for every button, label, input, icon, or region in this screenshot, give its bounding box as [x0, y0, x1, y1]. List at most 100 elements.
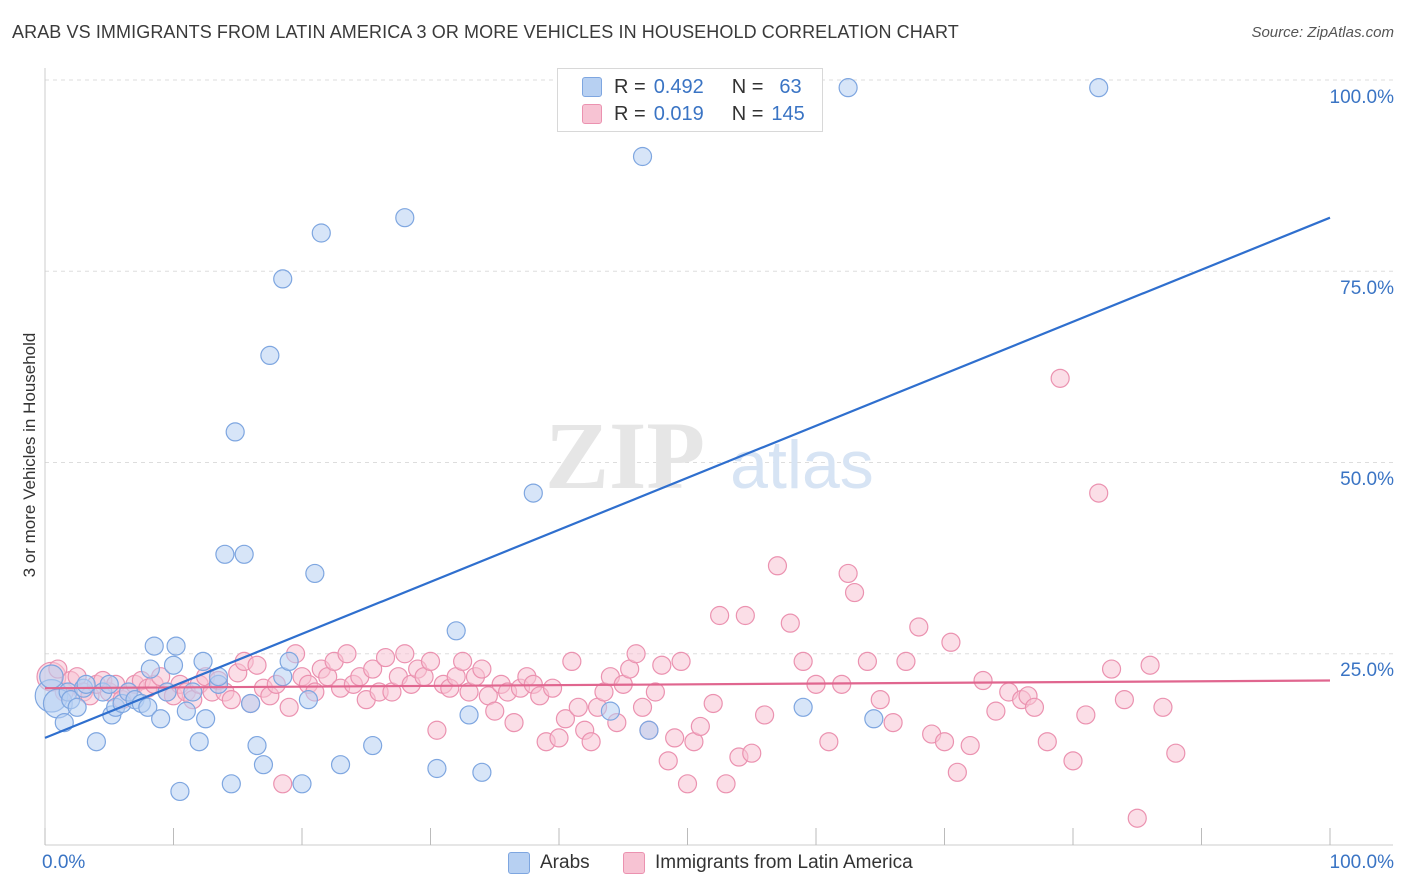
arabs-point	[427, 758, 447, 779]
arabs-point	[193, 651, 213, 672]
latam-point	[395, 644, 415, 664]
arabs-point	[138, 697, 158, 717]
trend-lines	[44, 216, 1331, 739]
latam-point	[453, 651, 473, 672]
latam-point	[1153, 697, 1173, 717]
latam-point	[793, 651, 813, 672]
latam-point	[703, 693, 723, 714]
latam-point	[671, 651, 691, 672]
latam-point	[645, 682, 665, 702]
watermark: ZIP atlas	[545, 402, 874, 509]
arabs-point	[163, 655, 184, 675]
arabs-point	[632, 146, 653, 167]
arabs-point	[260, 345, 280, 365]
latam-point	[1024, 697, 1045, 717]
latam-point	[780, 613, 800, 633]
latam-point	[247, 655, 267, 675]
arabs-point	[838, 78, 858, 98]
arabs-point	[140, 659, 160, 679]
latam-point	[485, 701, 505, 721]
arabs-point	[99, 674, 119, 694]
series-label-arabs: Arabs	[540, 852, 590, 873]
latam-point	[658, 751, 678, 771]
latam-point	[1089, 483, 1109, 503]
arabs-point	[225, 422, 245, 442]
latam-point	[960, 735, 980, 756]
arabs-point	[39, 664, 64, 689]
latam-point	[363, 659, 383, 679]
arabs-point	[67, 697, 87, 717]
latam-point	[420, 651, 441, 672]
latam-point	[665, 728, 685, 748]
legend-row-latam: R = 0.019 N = 145	[582, 102, 805, 126]
latam-point	[941, 632, 961, 652]
arabs-point	[639, 720, 659, 740]
latam-point	[870, 690, 890, 710]
arabs-point	[144, 636, 164, 656]
arabs-point	[234, 544, 254, 564]
latam-point	[857, 651, 878, 672]
latam-point	[1076, 705, 1096, 725]
latam-point	[677, 774, 698, 794]
latam-point	[767, 556, 788, 576]
arabs-point	[311, 223, 331, 243]
arabs-point	[151, 709, 171, 729]
arabs-point	[292, 774, 312, 794]
grid-lines	[45, 79, 1393, 655]
arabs-point	[446, 621, 466, 641]
y-tick-75: 75.0%	[1340, 278, 1394, 299]
x-tick-min: 0.0%	[42, 852, 86, 873]
axes	[44, 68, 1393, 846]
latam-point	[716, 774, 736, 794]
watermark-zip: ZIP	[545, 402, 705, 509]
legend-latam-n: 145	[771, 102, 805, 125]
series-legend-arabs[interactable]: Arabs	[508, 852, 590, 874]
y-tick-100: 100.0%	[1329, 87, 1394, 108]
legend-n-label: N =	[731, 102, 764, 125]
latam-point	[934, 732, 955, 752]
latam-point	[735, 605, 755, 626]
latam-point	[973, 670, 993, 691]
latam-point	[542, 678, 563, 698]
arabs-point	[196, 709, 216, 729]
latam-point	[632, 697, 653, 717]
arabs-point	[363, 735, 383, 756]
legend-swatch-arabs	[582, 77, 602, 97]
arabs-point	[298, 690, 319, 710]
latam-point	[909, 617, 929, 637]
legend-latam-r: 0.019	[653, 102, 704, 125]
arabs-point	[600, 701, 621, 721]
latam-point	[375, 647, 396, 668]
series-legend: Arabs Immigrants from Latin America	[0, 852, 1406, 878]
arabs-point	[176, 701, 196, 721]
latam-point	[1166, 743, 1186, 763]
latam-point	[279, 697, 299, 717]
latam-point	[838, 563, 858, 584]
chart-source: Source: ZipAtlas.com	[1251, 24, 1394, 41]
series-label-latam: Immigrants from Latin America	[655, 852, 913, 873]
arabs-point	[864, 709, 884, 729]
latam-point	[896, 651, 916, 672]
latam-point	[1063, 751, 1083, 771]
legend-r-label: R =	[614, 102, 646, 125]
latam-point	[626, 644, 646, 664]
legend-arabs-n: 63	[779, 75, 802, 98]
latam-trend-line	[44, 679, 1331, 690]
arabs-point	[86, 732, 107, 752]
latam-points	[36, 368, 1186, 828]
latam-point	[1114, 690, 1135, 710]
series-legend-latam[interactable]: Immigrants from Latin America	[623, 852, 913, 874]
legend-arabs-r: 0.492	[653, 75, 704, 98]
latam-point	[986, 701, 1006, 721]
series-swatch-latam	[623, 852, 645, 874]
arabs-point	[253, 755, 274, 775]
arabs-point	[170, 781, 190, 802]
chart-title: ARAB VS IMMIGRANTS FROM LATIN AMERICA 3 …	[12, 22, 959, 42]
latam-point	[652, 655, 672, 675]
arabs-trend-line	[44, 216, 1331, 739]
latam-point	[221, 690, 241, 710]
latam-point	[1037, 732, 1057, 752]
latam-point	[581, 732, 601, 752]
latam-point	[568, 697, 588, 717]
